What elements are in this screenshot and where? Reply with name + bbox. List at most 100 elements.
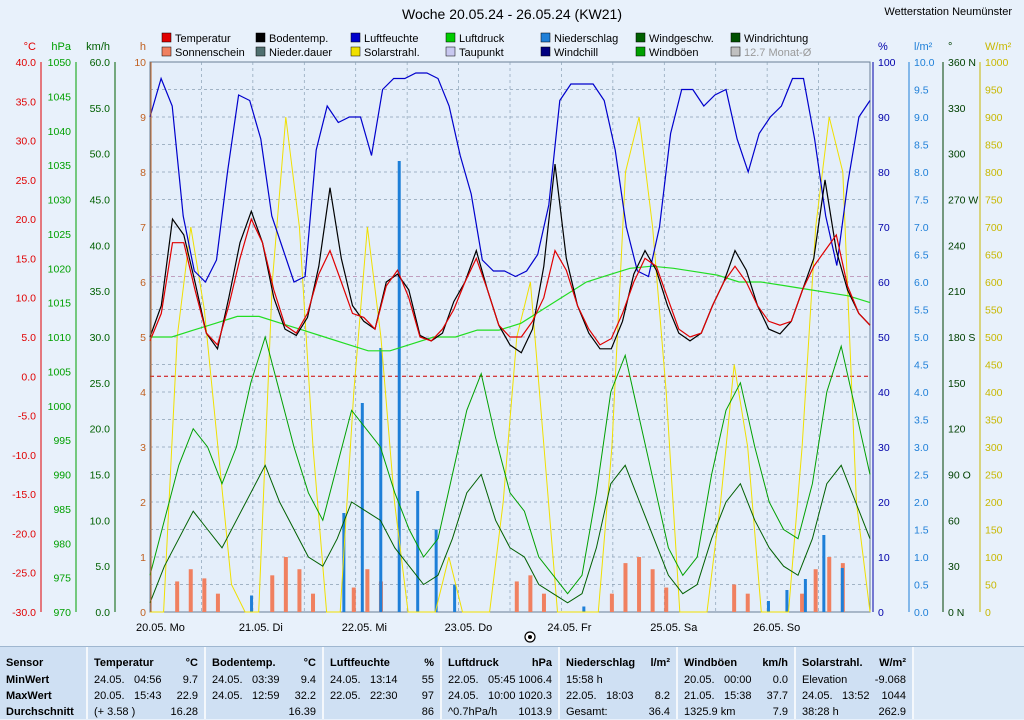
summary-column: Niederschlag l/m² 15:58 h 22.05. 18:03 8.2 Ges… — [560, 647, 678, 719]
max-label: MaxWert — [6, 690, 52, 702]
axis-tick-humidity: 20 — [878, 497, 890, 509]
temperature-line — [149, 217, 871, 347]
axis-tick-rain: 4.0 — [914, 387, 929, 399]
summary-column-unit: °C — [185, 657, 198, 669]
axis-tick-rain: 0.0 — [914, 607, 929, 619]
axis-tick-hours: 3 — [140, 442, 146, 454]
axis-tick-rain: 5.0 — [914, 332, 929, 344]
rain-bar — [416, 491, 420, 612]
legend-swatch — [730, 32, 741, 43]
axis-tick-solar: 500 — [985, 332, 1003, 344]
legend-swatch — [255, 46, 266, 57]
axis-tick-hours: 7 — [140, 222, 146, 234]
axis-tick-humidity: 90 — [878, 112, 890, 124]
summary-cell-row: Gesamt: 36.4 — [566, 704, 670, 720]
axis-tick-humidity: 100 — [878, 57, 896, 69]
axis-tick-solar: 650 — [985, 250, 1003, 262]
summary-cell-row: 22.05. 18:03 8.2 — [566, 688, 670, 704]
avg-label: Durchschnitt — [6, 706, 74, 718]
axis-tick-temp: 20.0 — [16, 214, 37, 226]
summary-cell-row: 16.39 — [212, 704, 316, 720]
axis-tick-pressure: 1050 — [48, 57, 72, 69]
summary-cell-row: (+ 3.58 ) 16.28 — [94, 704, 198, 720]
axis-tick-pressure: 1015 — [48, 298, 72, 310]
axis-tick-rain: 8.0 — [914, 167, 929, 179]
summary-column-title: Windböen — [684, 657, 738, 669]
summary-cell-value: 262.9 — [878, 706, 906, 718]
legend-label: Niederschlag — [554, 33, 618, 45]
x-tick-label: 25.05. Sa — [650, 622, 698, 634]
x-axis-labels: 20.05. Mo 21.05. Di 22.05. Mi 23.05. Do 24.0… — [136, 622, 800, 634]
summary-column-title: Luftdruck — [448, 657, 499, 669]
humidity-line — [149, 72, 871, 284]
summary-cell-row: Elevation -9.068 — [802, 672, 906, 688]
summary-column: Temperatur °C 24.05. 04:56 9.7 20.05. 15:43 22.… — [88, 647, 206, 719]
axis-tick-temp: 15.0 — [16, 253, 37, 265]
summary-cell-date: Gesamt: — [566, 706, 608, 718]
summary-cell-date: Elevation — [802, 674, 848, 686]
chart-legend: Temperatur Bodentemp. Luftfeuchte Luftdruck… — [161, 32, 812, 59]
summary-cell-date: 15:58 h — [566, 674, 603, 686]
sunshine-bar — [813, 569, 818, 612]
axis-tick-temp: 25.0 — [16, 175, 37, 187]
legend-label: 12.7 Monat-Ø — [744, 47, 812, 59]
summary-cell-row: ^0.7hPa/h 1013.9 — [448, 704, 552, 720]
summary-cell-time: 15:43 — [134, 690, 162, 702]
axis-tick-rain: 10.0 — [914, 57, 935, 69]
summary-cell-date: 22.05. — [330, 690, 361, 702]
axis-tick-direction: 240 — [948, 240, 966, 252]
axis-tick-temp: -15.0 — [12, 489, 36, 501]
axis-tick-pressure: 1030 — [48, 195, 72, 207]
axis-tick-wind: 25.0 — [90, 378, 111, 390]
legend-swatch — [540, 46, 551, 57]
axis-tick-temp: -5.0 — [18, 411, 36, 423]
axis-tick-pressure: 980 — [53, 538, 71, 550]
axis-tick-solar: 750 — [985, 195, 1003, 207]
legend-swatch — [255, 32, 266, 43]
axis-tick-pressure: 1010 — [48, 332, 72, 344]
axis-tick-solar: 50 — [985, 580, 997, 592]
rain-bar — [250, 595, 254, 612]
axis-tick-direction: 60 — [948, 515, 960, 527]
summary-sensor-col: Sensor MinWert MaxWert Durchschnitt — [0, 647, 88, 719]
summary-cell-value: 1006.4 — [518, 674, 552, 686]
sunshine-bar — [215, 593, 220, 612]
axis-tick-rain: 8.5 — [914, 140, 929, 152]
summary-column-header: Luftdruck hPa — [448, 655, 552, 671]
axis-tick-wind: 35.0 — [90, 286, 111, 298]
rain-bar — [785, 590, 789, 612]
sunshine-bar — [623, 563, 628, 612]
sunshine-bar — [297, 569, 302, 612]
summary-cell-time: 05:45 — [488, 674, 516, 686]
sunshine-bar — [827, 557, 832, 612]
axis-tick-solar: 0 — [985, 607, 991, 619]
summary-cell-date: 20.05. — [684, 674, 715, 686]
x-tick-label: 21.05. Di — [239, 622, 283, 634]
summary-cell-value: 9.4 — [300, 674, 316, 686]
rain-bar — [582, 606, 586, 612]
sunshine-bar — [732, 584, 737, 612]
sunshine-bar — [188, 569, 193, 612]
summary-cell-date: 24.05. — [212, 690, 243, 702]
summary-cell-value: 55 — [421, 674, 434, 686]
axis-tick-solar: 700 — [985, 222, 1003, 234]
axis-unit-solar: W/m² — [985, 41, 1012, 53]
summary-cell-value: 22.9 — [176, 690, 198, 702]
summary-column-title: Solarstrahl. — [802, 657, 863, 669]
summary-cell-row: 86 — [330, 704, 434, 720]
axis-tick-temp: 5.0 — [21, 332, 36, 344]
summary-column-title: Temperatur — [94, 657, 154, 669]
axis-tick-rain: 6.0 — [914, 277, 929, 289]
sunshine-bar — [637, 557, 642, 612]
sensor-header: Sensor — [6, 657, 44, 669]
summary-cell-value: 1020.3 — [518, 690, 552, 702]
summary-column-title: Bodentemp. — [212, 657, 276, 669]
rain-bar — [453, 584, 457, 612]
axis-tick-pressure: 1035 — [48, 160, 72, 172]
summary-column-unit: km/h — [762, 657, 788, 669]
axis-tick-wind: 50.0 — [90, 149, 111, 161]
weather-chart: °C40.035.030.025.020.015.010.05.00.0-5.0… — [12, 6, 1013, 643]
sunshine-bar — [202, 578, 207, 612]
axis-tick-temp: 35.0 — [16, 96, 37, 108]
legend-label: Temperatur — [175, 33, 231, 45]
